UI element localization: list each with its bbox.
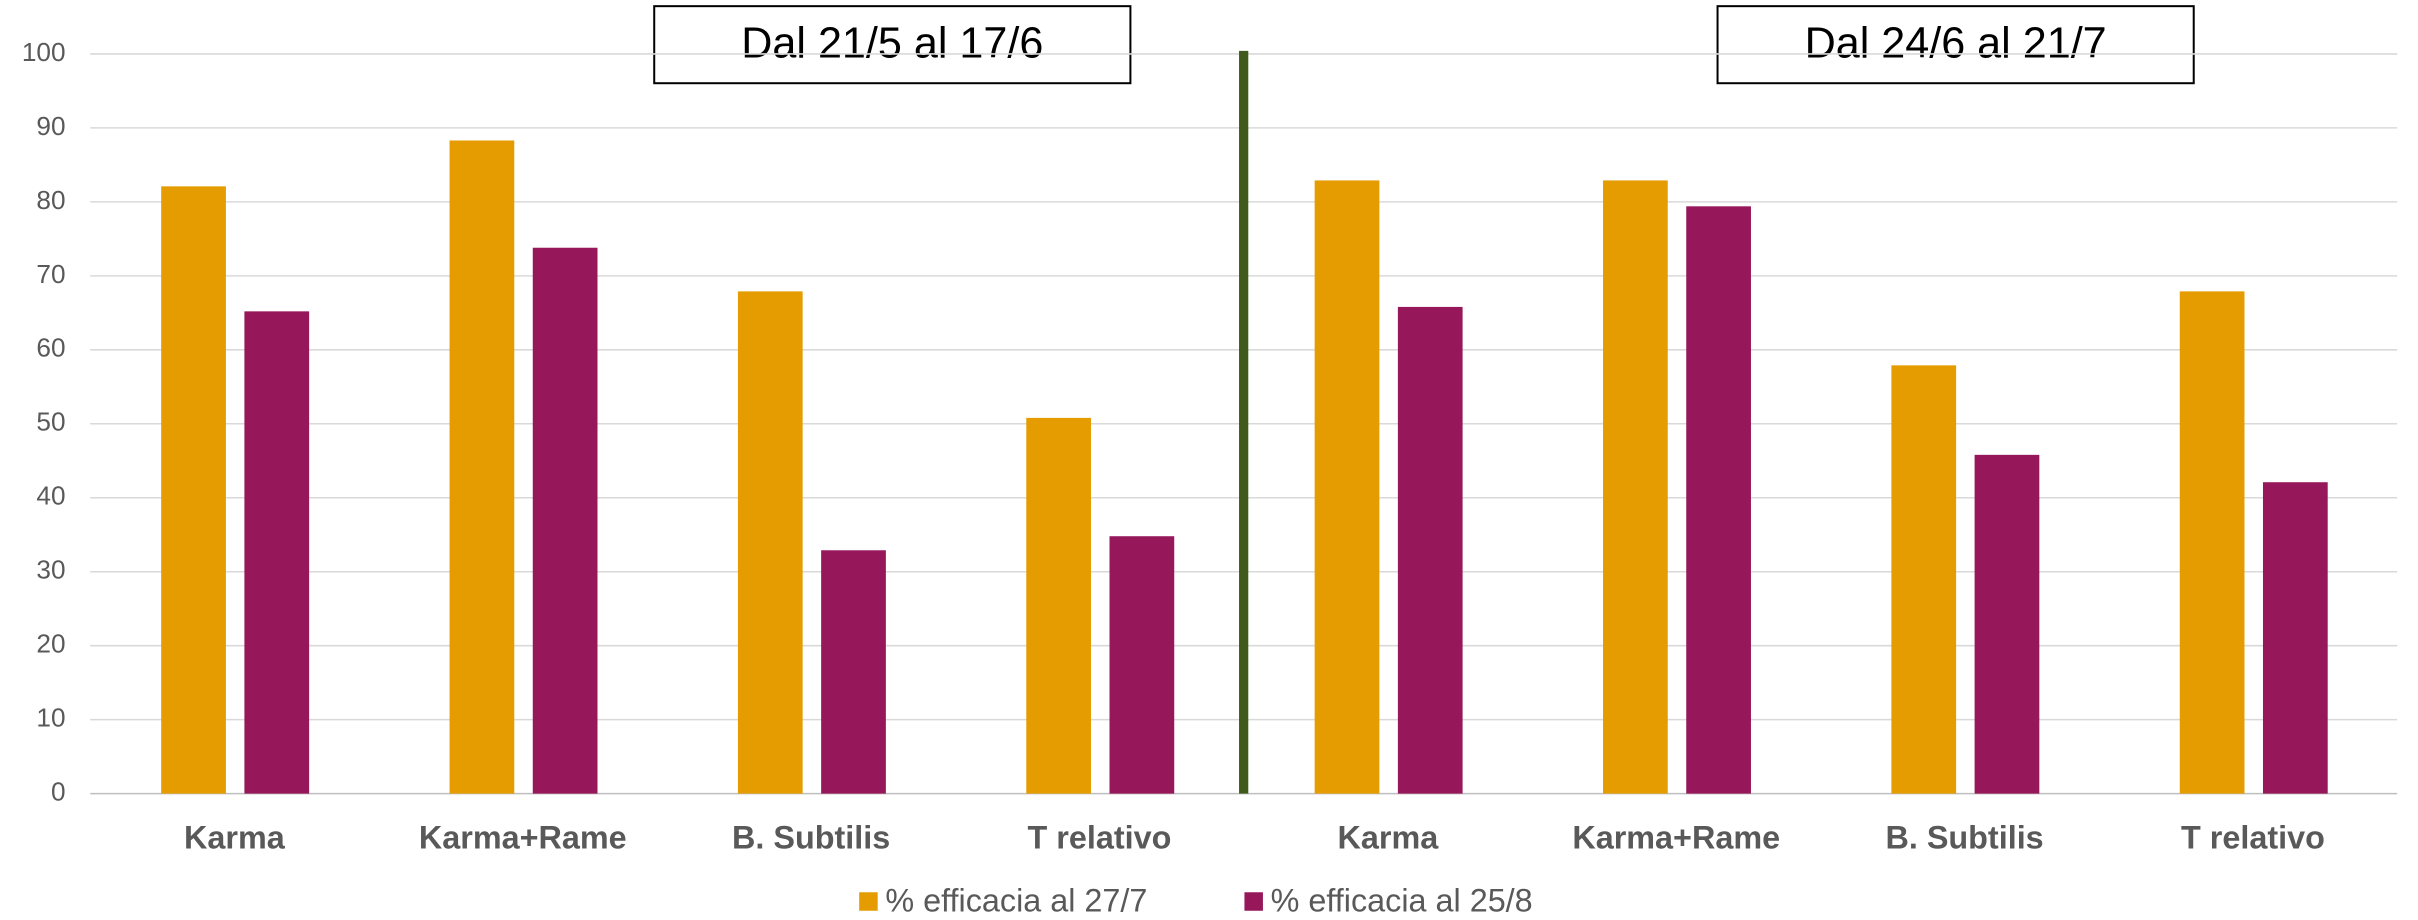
y-tick-label: 40 bbox=[36, 481, 65, 511]
bar bbox=[1109, 536, 1175, 794]
y-tick-label: 100 bbox=[22, 37, 66, 67]
legend-swatch bbox=[859, 892, 878, 911]
bar bbox=[1974, 454, 2040, 794]
annotation-box bbox=[1716, 5, 2195, 85]
x-tick-label: T relativo bbox=[1028, 819, 1172, 855]
x-tick-label: Karma bbox=[184, 819, 286, 855]
bar bbox=[1026, 417, 1092, 794]
y-tick-label: 20 bbox=[36, 629, 65, 659]
bar bbox=[1891, 365, 1957, 794]
bar bbox=[449, 140, 515, 794]
x-tick-label: Karma bbox=[1337, 819, 1439, 855]
y-tick-label: 70 bbox=[36, 259, 65, 289]
annotation: Dal 21/5 al 17/6 bbox=[741, 20, 1043, 68]
bar bbox=[161, 186, 226, 794]
bar bbox=[1397, 306, 1463, 794]
y-tick-label: 80 bbox=[36, 185, 65, 215]
y-tick-label: 50 bbox=[36, 407, 65, 437]
bar bbox=[244, 311, 310, 794]
annotation-box bbox=[653, 5, 1132, 85]
x-tick-label: Karma+Rame bbox=[1572, 819, 1780, 855]
x-tick-label: T relativo bbox=[2181, 819, 2325, 855]
bar bbox=[1686, 206, 1751, 794]
bar bbox=[821, 550, 886, 794]
x-tick-label: B. Subtilis bbox=[1885, 819, 2043, 855]
legend-swatch bbox=[1244, 892, 1263, 911]
y-tick-label: 10 bbox=[36, 703, 65, 733]
bar bbox=[2262, 482, 2328, 794]
legend-label: % efficacia al 27/7 bbox=[885, 883, 1147, 919]
x-tick-label: Karma+Rame bbox=[419, 819, 627, 855]
legend-label: % efficacia al 25/8 bbox=[1271, 883, 1533, 919]
bar bbox=[1603, 180, 1668, 794]
y-tick-label: 90 bbox=[36, 111, 65, 141]
y-tick-label: 60 bbox=[36, 333, 65, 363]
x-tick-label: B. Subtilis bbox=[732, 819, 890, 855]
y-tick-label: 30 bbox=[36, 555, 65, 585]
y-tick-label: 0 bbox=[51, 777, 66, 807]
bar bbox=[1314, 180, 1380, 794]
bar bbox=[2179, 291, 2245, 794]
annotation: Dal 24/6 al 21/7 bbox=[1805, 20, 2107, 68]
bar bbox=[532, 247, 598, 794]
bar bbox=[737, 291, 803, 794]
